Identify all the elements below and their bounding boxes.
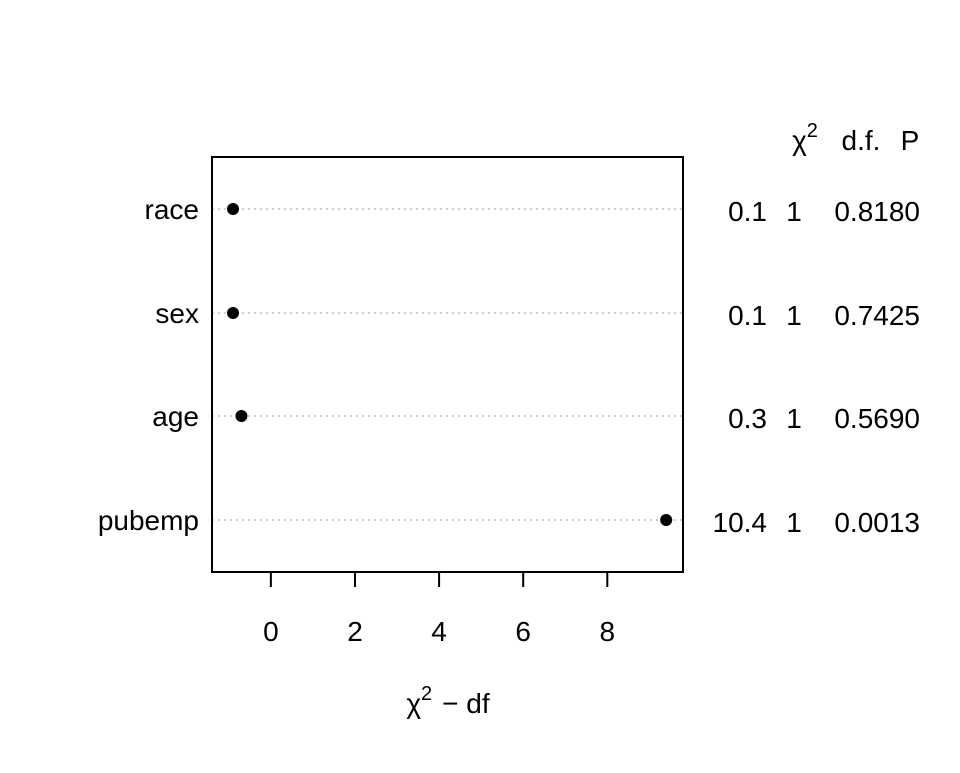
category-label-race: race [145,194,199,225]
category-label-pubemp: pubemp [98,505,199,536]
table-row-pubemp: 10.4 1 0.0013 [713,507,921,538]
data-points [227,203,673,526]
table-row-sex: 0.1 1 0.7425 [728,300,920,331]
x-tick-label-2: 2 [347,616,363,647]
x-tick-label-0: 0 [263,616,279,647]
x-axis: 0 2 4 6 8 [263,571,616,647]
table-cell-p: 0.8180 [834,196,920,227]
table-row-race: 0.1 1 0.8180 [728,196,920,227]
table-cell-chi2: 0.3 [728,403,767,434]
guide-lines [212,208,683,521]
stats-table-rows: 0.1 1 0.8180 0.1 1 0.7425 0.3 1 0.5690 10.4 1 0.001… [713,196,921,538]
table-cell-chi2: 10.4 [713,507,768,538]
category-label-sex: sex [155,298,199,329]
table-header-p: P [901,125,920,156]
data-point-pubemp [660,514,673,526]
table-header-df: d.f. [842,125,881,156]
x-tick-label-4: 4 [431,616,447,647]
table-cell-df: 1 [786,403,802,434]
table-cell-df: 1 [786,196,802,227]
table-cell-chi2: 0.1 [728,300,767,331]
category-label-age: age [152,401,199,432]
data-point-race [227,203,240,215]
table-cell-p: 0.7425 [834,300,920,331]
x-axis-label: χ2− df [406,683,490,719]
x-tick-label-8: 8 [600,616,616,647]
table-header-chi2: χ2 [792,120,818,156]
table-cell-p: 0.5690 [834,403,920,434]
table-row-age: 0.3 1 0.5690 [728,403,920,434]
x-tick-label-6: 6 [515,616,531,647]
table-cell-p: 0.0013 [834,507,920,538]
stats-table-header: χ2 d.f. P [792,120,919,156]
table-cell-df: 1 [786,507,802,538]
data-point-age [235,410,248,422]
data-point-sex [227,307,240,319]
category-labels: race sex age pubemp [98,194,199,536]
table-cell-df: 1 [786,300,802,331]
table-cell-chi2: 0.1 [728,196,767,227]
plot-frame [211,156,684,573]
